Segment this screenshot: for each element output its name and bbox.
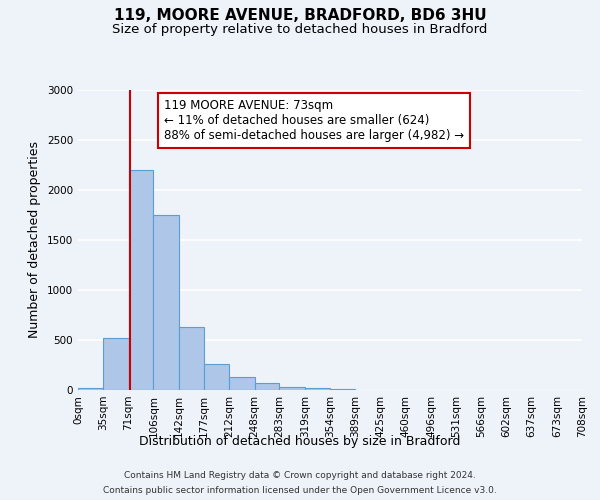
Y-axis label: Number of detached properties: Number of detached properties — [28, 142, 41, 338]
Bar — [78, 388, 103, 390]
Bar — [305, 388, 330, 390]
Text: 119 MOORE AVENUE: 73sqm
← 11% of detached houses are smaller (624)
88% of semi-d: 119 MOORE AVENUE: 73sqm ← 11% of detache… — [164, 99, 464, 142]
Text: 119, MOORE AVENUE, BRADFORD, BD6 3HU: 119, MOORE AVENUE, BRADFORD, BD6 3HU — [113, 8, 487, 22]
Bar — [179, 326, 204, 390]
Text: Contains public sector information licensed under the Open Government Licence v3: Contains public sector information licen… — [103, 486, 497, 495]
Bar — [330, 389, 355, 390]
Bar — [254, 383, 280, 390]
Bar — [204, 364, 229, 390]
Bar — [154, 215, 179, 390]
Bar — [229, 377, 254, 390]
Text: Contains HM Land Registry data © Crown copyright and database right 2024.: Contains HM Land Registry data © Crown c… — [124, 471, 476, 480]
Bar — [103, 338, 128, 390]
Text: Distribution of detached houses by size in Bradford: Distribution of detached houses by size … — [139, 435, 461, 448]
Bar — [280, 387, 305, 390]
Bar — [128, 170, 154, 390]
Text: Size of property relative to detached houses in Bradford: Size of property relative to detached ho… — [112, 22, 488, 36]
